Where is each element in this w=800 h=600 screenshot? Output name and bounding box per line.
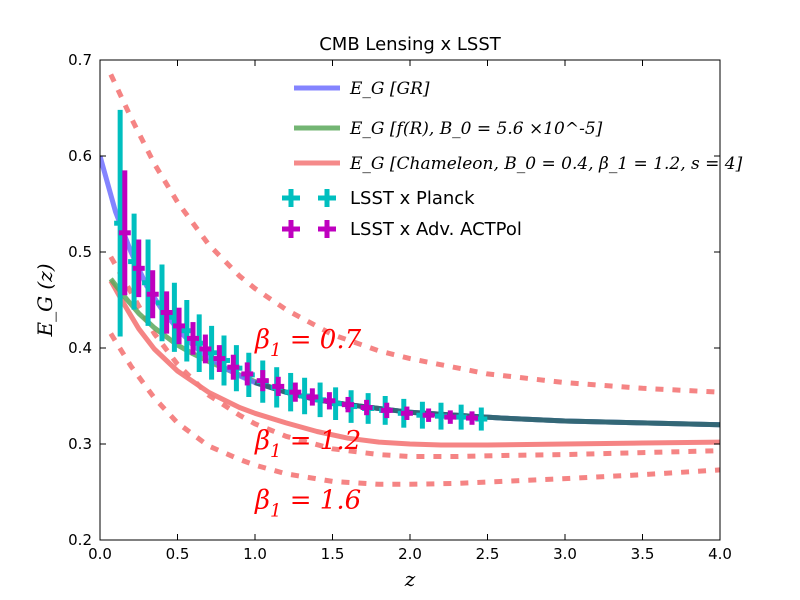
- legend-label-gr: E_G [GR]: [349, 79, 430, 99]
- legend-label-fr: E_G [f(R), B_0 = 5.6 ×10^-5]: [349, 119, 603, 139]
- errorbar-actpol: [213, 345, 226, 372]
- errorbar-actpol: [173, 307, 186, 345]
- legend-label-planck: LSST x Planck: [350, 188, 475, 209]
- y-tick-label: 0.5: [68, 243, 92, 261]
- errorbar-planck: [455, 404, 468, 430]
- errorbar-actpol: [146, 270, 159, 319]
- tick-layer: 0.0 0.5 1.0 1.5 2.0 2.5 3.0 3.5 4.0 0.2 0.3 0.4 0.5 0…: [68, 51, 732, 563]
- legend-label-chameleon: E_G [Chameleon, B_0 = 0.4, β_1 = 1.2, s …: [349, 154, 743, 174]
- errorbar-actpol: [360, 399, 373, 416]
- errorbar-actpol: [272, 376, 285, 396]
- x-tick-label: 3.5: [631, 545, 655, 563]
- annotation-beta-2: β1 = 1.2: [254, 426, 361, 462]
- errorbar-actpol: [118, 170, 131, 296]
- chart-title: CMB Lensing x LSST: [319, 34, 502, 55]
- y-tick-label: 0.7: [68, 51, 92, 69]
- errorbar-actpol: [342, 396, 354, 413]
- errorbar-actpol: [400, 406, 413, 420]
- series-line-beta-1-6: [108, 332, 720, 487]
- series-line-beta-0-7: [108, 73, 720, 395]
- errorbar-actpol: [227, 354, 240, 380]
- errorbar-actpol: [199, 334, 212, 364]
- x-tick-label: 1.5: [321, 545, 345, 563]
- y-axis-label: E_G (z): [33, 263, 57, 337]
- x-tick-label: 2.0: [398, 545, 422, 563]
- errorbar-actpol: [187, 322, 199, 355]
- errorbar-actpol: [323, 392, 336, 410]
- errorbar-actpol: [422, 408, 435, 422]
- legend-swatch-actpol: [282, 220, 336, 238]
- errorbar-actpol: [289, 382, 302, 402]
- x-tick-label: 3.0: [553, 545, 577, 563]
- errorbar-actpol: [380, 402, 393, 419]
- errorbar-actpol: [466, 411, 478, 425]
- errorbar-actpol: [256, 370, 269, 392]
- x-tick-label: 0.5: [166, 545, 190, 563]
- y-tick-label: 0.3: [68, 435, 92, 453]
- plot-layer: [100, 73, 720, 487]
- x-tick-label: 4.0: [708, 545, 732, 563]
- errorbar-actpol: [241, 362, 254, 386]
- legend: E_G [GR] E_G [f(R), B_0 = 5.6 ×10^-5] E_…: [282, 79, 743, 240]
- y-tick-label: 0.2: [68, 531, 92, 549]
- y-tick-label: 0.6: [68, 147, 92, 165]
- annotation-beta-1: β1 = 0.7: [254, 325, 362, 361]
- errorbar-actpol: [132, 239, 145, 298]
- x-tick-label: 2.5: [476, 545, 500, 563]
- series-line-beta-1-2: [108, 255, 720, 459]
- errorbar-actpol: [306, 388, 319, 406]
- y-tick-label: 0.4: [68, 339, 92, 357]
- annotation-beta-3: β1 = 1.6: [254, 485, 361, 521]
- series-line-chameleon: [108, 279, 720, 448]
- annotation-layer: β1 = 0.7 β1 = 1.2 β1 = 1.6: [254, 325, 362, 521]
- x-axis-label: z: [404, 567, 416, 591]
- x-tick-label: 0.0: [88, 545, 112, 563]
- errorbar-actpol: [444, 410, 457, 424]
- legend-label-actpol: LSST x Adv. ACTPol: [350, 219, 522, 240]
- x-tick-label: 1.0: [243, 545, 267, 563]
- errorbar-actpol: [160, 291, 173, 334]
- legend-swatch-planck: [282, 189, 336, 207]
